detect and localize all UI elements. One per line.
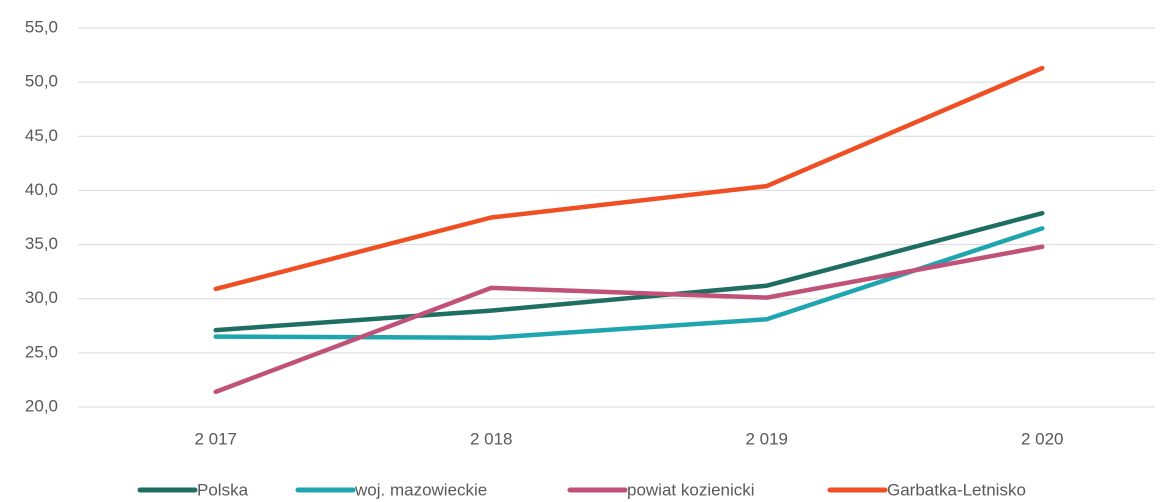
y-tick-label: 30,0 [25,288,58,307]
x-tick-label: 2 018 [470,429,513,448]
series-line [213,210,1045,333]
y-tick-label: 40,0 [25,180,58,199]
legend-label: Garbatka-Letnisko [887,480,1026,499]
x-tick-label: 2 020 [1021,429,1064,448]
x-tick-label: 2 017 [194,429,237,448]
y-tick-label: 35,0 [25,234,58,253]
y-tick-label: 20,0 [25,396,58,415]
legend-label: woj. mazowieckie [354,480,487,499]
x-tick-label: 2 019 [745,429,788,448]
legend-label: Polska [197,480,249,499]
legend-label: powiat kozienicki [627,480,755,499]
series-line [213,244,1045,395]
y-tick-label: 55,0 [25,17,58,36]
y-tick-label: 25,0 [25,342,58,361]
series-line [213,65,1045,292]
y-tick-label: 50,0 [25,72,58,91]
y-tick-label: 45,0 [25,126,58,145]
